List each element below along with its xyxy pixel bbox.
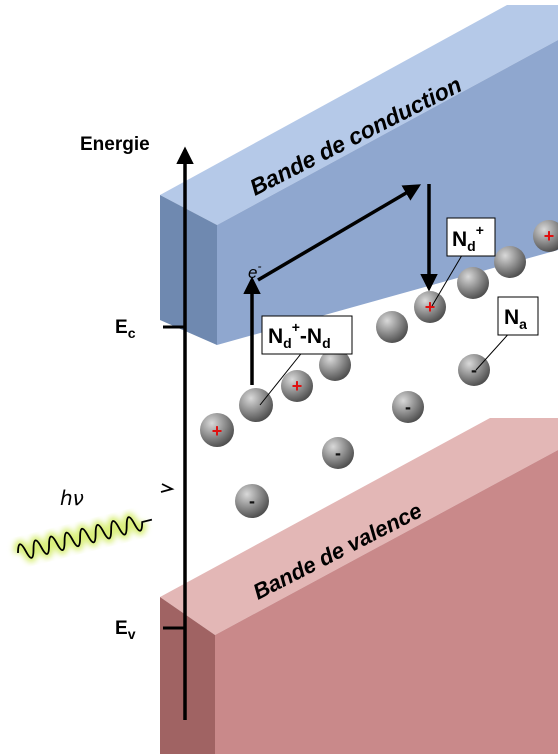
svg-text:Nd+-Nd: Nd+-Nd	[268, 319, 331, 351]
ion-neutral	[376, 311, 408, 343]
svg-text:Ec: Ec	[115, 317, 136, 341]
energy-axis: Energie	[80, 134, 194, 720]
svg-text:+: +	[212, 421, 223, 441]
ev-subscript: v	[128, 626, 136, 642]
ion-neutral	[239, 388, 273, 422]
svg-text:+: +	[292, 376, 303, 396]
ev-label: E	[115, 618, 128, 639]
ion-neutral	[494, 246, 526, 278]
ion-acceptor: -	[235, 484, 269, 518]
svg-text:-: -	[405, 397, 411, 417]
label-box-nd-pair: Nd+-Nd	[261, 315, 353, 355]
ion-acceptor: -	[458, 354, 490, 386]
valence-band: Bande de valence	[160, 418, 558, 754]
ions: + + + + - - - -	[200, 220, 558, 518]
ev-level: Ev	[115, 618, 185, 642]
svg-text:+: +	[544, 226, 555, 246]
ec-level: Ec	[115, 317, 185, 341]
conduction-band-side	[160, 195, 217, 345]
photon: hν	[13, 483, 175, 563]
svg-text:+: +	[425, 297, 436, 317]
ion-acceptor: -	[392, 391, 424, 423]
energy-axis-label: Energie	[80, 134, 150, 155]
electron-label: e-	[248, 259, 261, 282]
svg-text:Na: Na	[504, 306, 527, 332]
ion-ionized-donor: +	[281, 370, 313, 402]
svg-text:Nd+: Nd+	[452, 222, 484, 254]
conduction-band-top	[160, 5, 558, 225]
ion-ionized-donor: +	[200, 413, 234, 447]
ec-subscript: c	[128, 325, 136, 341]
transition-arrows: e-	[243, 184, 438, 385]
ec-label: E	[115, 317, 128, 338]
valence-band-front	[215, 450, 558, 754]
ion-neutral	[457, 267, 489, 299]
label-box-nd-plus: Nd+	[446, 217, 496, 257]
photon-label: hν	[60, 486, 84, 510]
svg-text:Ev: Ev	[115, 618, 136, 642]
valence-band-side	[160, 597, 215, 754]
svg-text:-: -	[471, 360, 477, 380]
electron-path-diagonal	[257, 184, 422, 282]
ion-neutral	[319, 349, 351, 381]
photon-arrowhead	[160, 483, 175, 493]
ion-ionized-donor: +	[533, 220, 558, 252]
photon-wave	[17, 516, 153, 559]
svg-text:-: -	[335, 443, 341, 463]
conduction-band: Bande de conduction	[160, 5, 558, 345]
ion-acceptor: -	[322, 437, 354, 469]
ion-ionized-donor: +	[414, 291, 446, 323]
svg-text:-: -	[249, 491, 255, 511]
label-box-na: Na	[497, 296, 539, 336]
valence-band-top	[160, 418, 558, 635]
